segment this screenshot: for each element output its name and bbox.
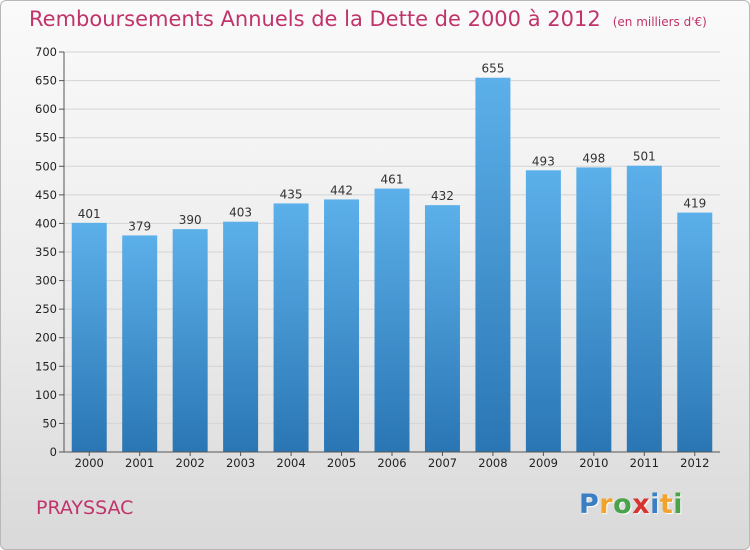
chart-title-text: Remboursements Annuels de la Dette de 20… [29, 7, 601, 31]
x-tick-label: 2010 [579, 456, 608, 470]
x-tick-label: 2001 [125, 456, 154, 470]
x-tick-label: 2012 [680, 456, 709, 470]
y-tick-label: 550 [35, 131, 57, 145]
x-tick-label: 2005 [327, 456, 356, 470]
data-label: 379 [128, 219, 151, 233]
y-tick-label: 250 [35, 302, 57, 316]
data-label: 461 [381, 173, 404, 187]
commune-name: PRAYSSAC [36, 497, 134, 519]
bar [626, 165, 662, 452]
logo-letter: o [613, 489, 633, 520]
y-tick-label: 100 [35, 388, 57, 402]
x-tick-label: 2000 [75, 456, 104, 470]
y-tick-label: 0 [50, 445, 57, 459]
y-tick-label: 350 [35, 245, 57, 259]
x-tick-label: 2004 [276, 456, 305, 470]
bar [122, 235, 158, 452]
data-label: 442 [330, 183, 353, 197]
data-label: 493 [532, 154, 555, 168]
x-tick-label: 2006 [377, 456, 406, 470]
bar [475, 77, 511, 452]
bar [374, 188, 410, 453]
bar [71, 222, 107, 452]
x-tick-label: 2002 [176, 456, 205, 470]
y-tick-label: 50 [42, 416, 57, 430]
data-label: 501 [633, 150, 656, 164]
logo-letter: x [632, 489, 651, 520]
x-tick-label: 2009 [529, 456, 558, 470]
bar [223, 221, 259, 452]
y-tick-label: 700 [35, 45, 57, 59]
data-label: 435 [280, 187, 303, 201]
data-label: 498 [582, 151, 605, 165]
x-tick-label: 2003 [226, 456, 255, 470]
y-tick-label: 600 [35, 102, 57, 116]
y-tick-label: 200 [35, 331, 57, 345]
bar [172, 229, 208, 452]
x-tick-label: 2008 [478, 456, 507, 470]
bar [525, 170, 561, 453]
bar [273, 203, 309, 452]
bar [424, 205, 460, 452]
bar [576, 167, 612, 452]
bar-layer [71, 77, 713, 453]
bar [677, 212, 713, 452]
proxiti-logo: Proxiti [579, 489, 683, 520]
data-label: 401 [78, 207, 101, 221]
data-label: 432 [431, 189, 454, 203]
logo-letter: t [659, 489, 674, 520]
chart-title-unit: (en milliers d'€) [612, 15, 707, 29]
y-tick-label: 650 [35, 74, 57, 88]
logo-letter: P [579, 489, 600, 520]
data-label: 419 [683, 197, 706, 211]
y-tick-label: 500 [35, 159, 57, 173]
data-label: 390 [179, 213, 202, 227]
y-tick-label: 450 [35, 188, 57, 202]
y-tick-label: 400 [35, 216, 57, 230]
chart-title: Remboursements Annuels de la Dette de 20… [29, 7, 707, 31]
data-label: 403 [229, 206, 252, 220]
label-layer: 2000 401 2001 379 2002 390 2003 403 2004 435 2005 4… [75, 62, 710, 470]
y-tick-label: 150 [35, 359, 57, 373]
y-tick-label: 300 [35, 274, 57, 288]
bar [324, 199, 360, 452]
x-tick-label: 2011 [630, 456, 659, 470]
logo-letter: i [673, 489, 684, 520]
logo-letter: i [650, 489, 660, 520]
logo-letter: r [599, 489, 614, 520]
x-tick-label: 2007 [428, 456, 457, 470]
axis-layer: 0 50 100 150 200 250 300 350 400 450 500 550 600 650 7… [35, 45, 720, 459]
data-label: 655 [481, 62, 504, 76]
